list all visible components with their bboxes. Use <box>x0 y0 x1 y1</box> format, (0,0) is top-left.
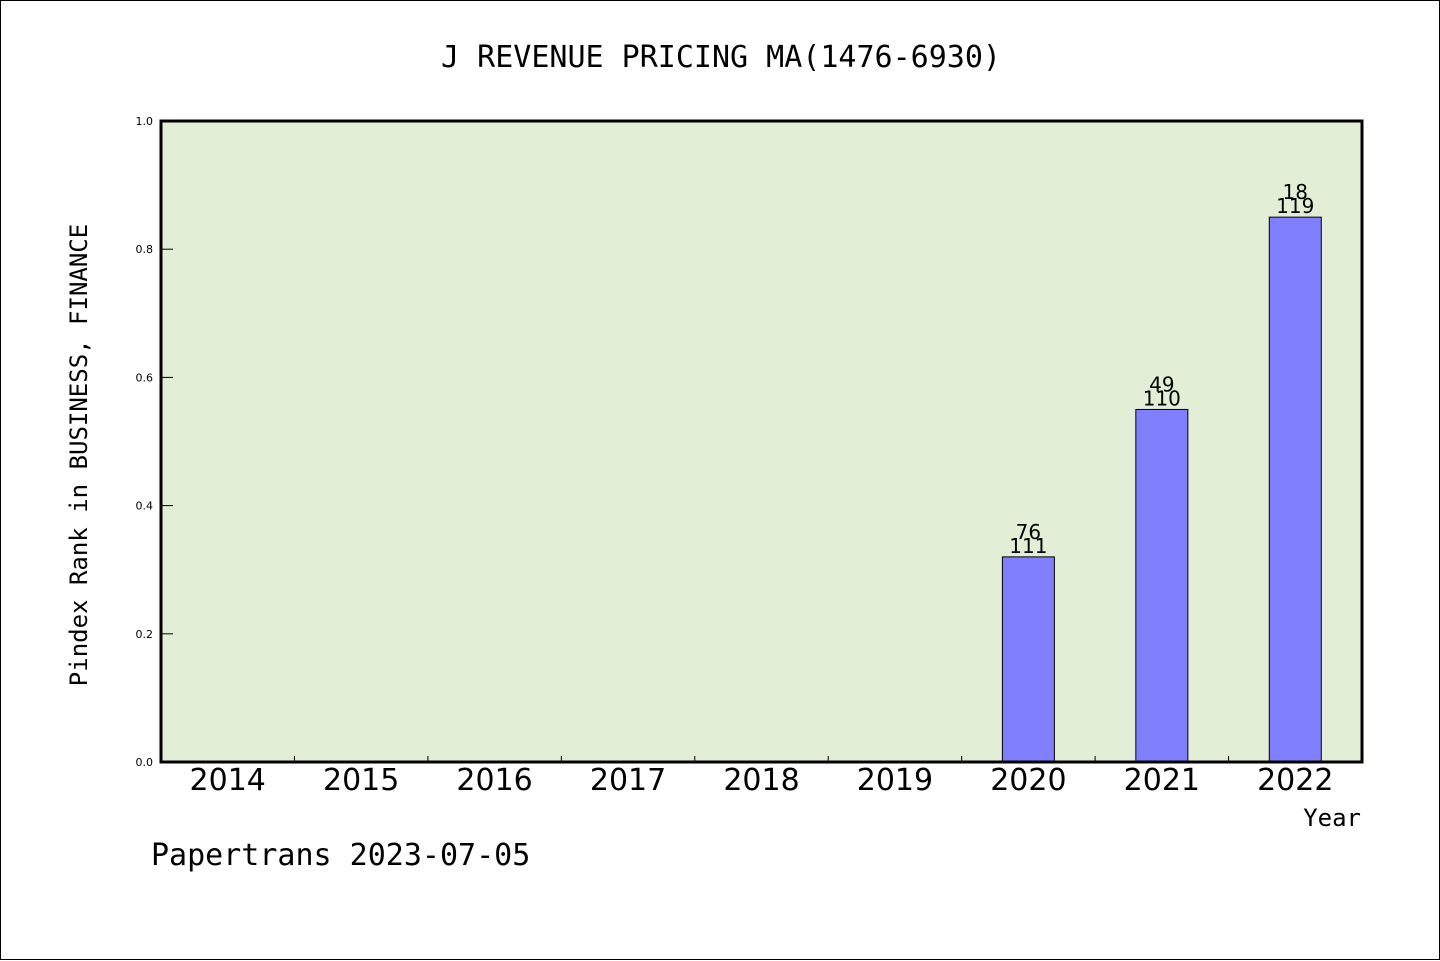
x-tick-label: 2018 <box>723 763 799 798</box>
bar-label-bottom: 119 <box>1276 194 1314 218</box>
x-tick-label: 2014 <box>190 763 266 798</box>
bar-label-top: 76 <box>1016 520 1041 544</box>
bar <box>1268 216 1322 763</box>
x-tick-label: 2021 <box>1124 763 1200 798</box>
chart-title: J REVENUE PRICING MA(1476-6930) <box>441 40 1001 75</box>
y-tick-label: 0.8 <box>136 243 154 256</box>
y-tick-label: 0.6 <box>136 371 154 384</box>
x-tick-label: 2017 <box>590 763 666 798</box>
y-tick-label: 0.2 <box>136 628 154 641</box>
x-tick-label: 2020 <box>990 763 1066 798</box>
bar-label-bottom: 110 <box>1143 386 1181 410</box>
bar-label-top: 49 <box>1149 372 1174 396</box>
bar <box>1135 408 1189 763</box>
y-axis-label: Pindex Rank in BUSINESS, FINANCE <box>65 224 93 686</box>
x-tick-label: 2015 <box>323 763 399 798</box>
bar-label-top: 18 <box>1283 180 1308 204</box>
plot-border <box>159 119 1364 764</box>
y-tick-label: 0.0 <box>136 756 154 769</box>
bar <box>1001 556 1055 763</box>
chart-marks: 0.0 0.2 0.4 0.6 0.8 1.0 2014 2015 2016 2017 2018 20… <box>136 115 1334 798</box>
x-tick-label: 2019 <box>857 763 933 798</box>
footer-text: Papertrans 2023-07-05 <box>151 838 530 873</box>
bar-label-bottom: 111 <box>1009 534 1047 558</box>
y-tick-label: 0.4 <box>136 500 154 513</box>
x-tick-label: 2016 <box>456 763 532 798</box>
x-tick-label: 2022 <box>1257 763 1333 798</box>
x-axis-label: Year <box>1303 804 1361 832</box>
y-tick-label: 1.0 <box>136 115 154 128</box>
